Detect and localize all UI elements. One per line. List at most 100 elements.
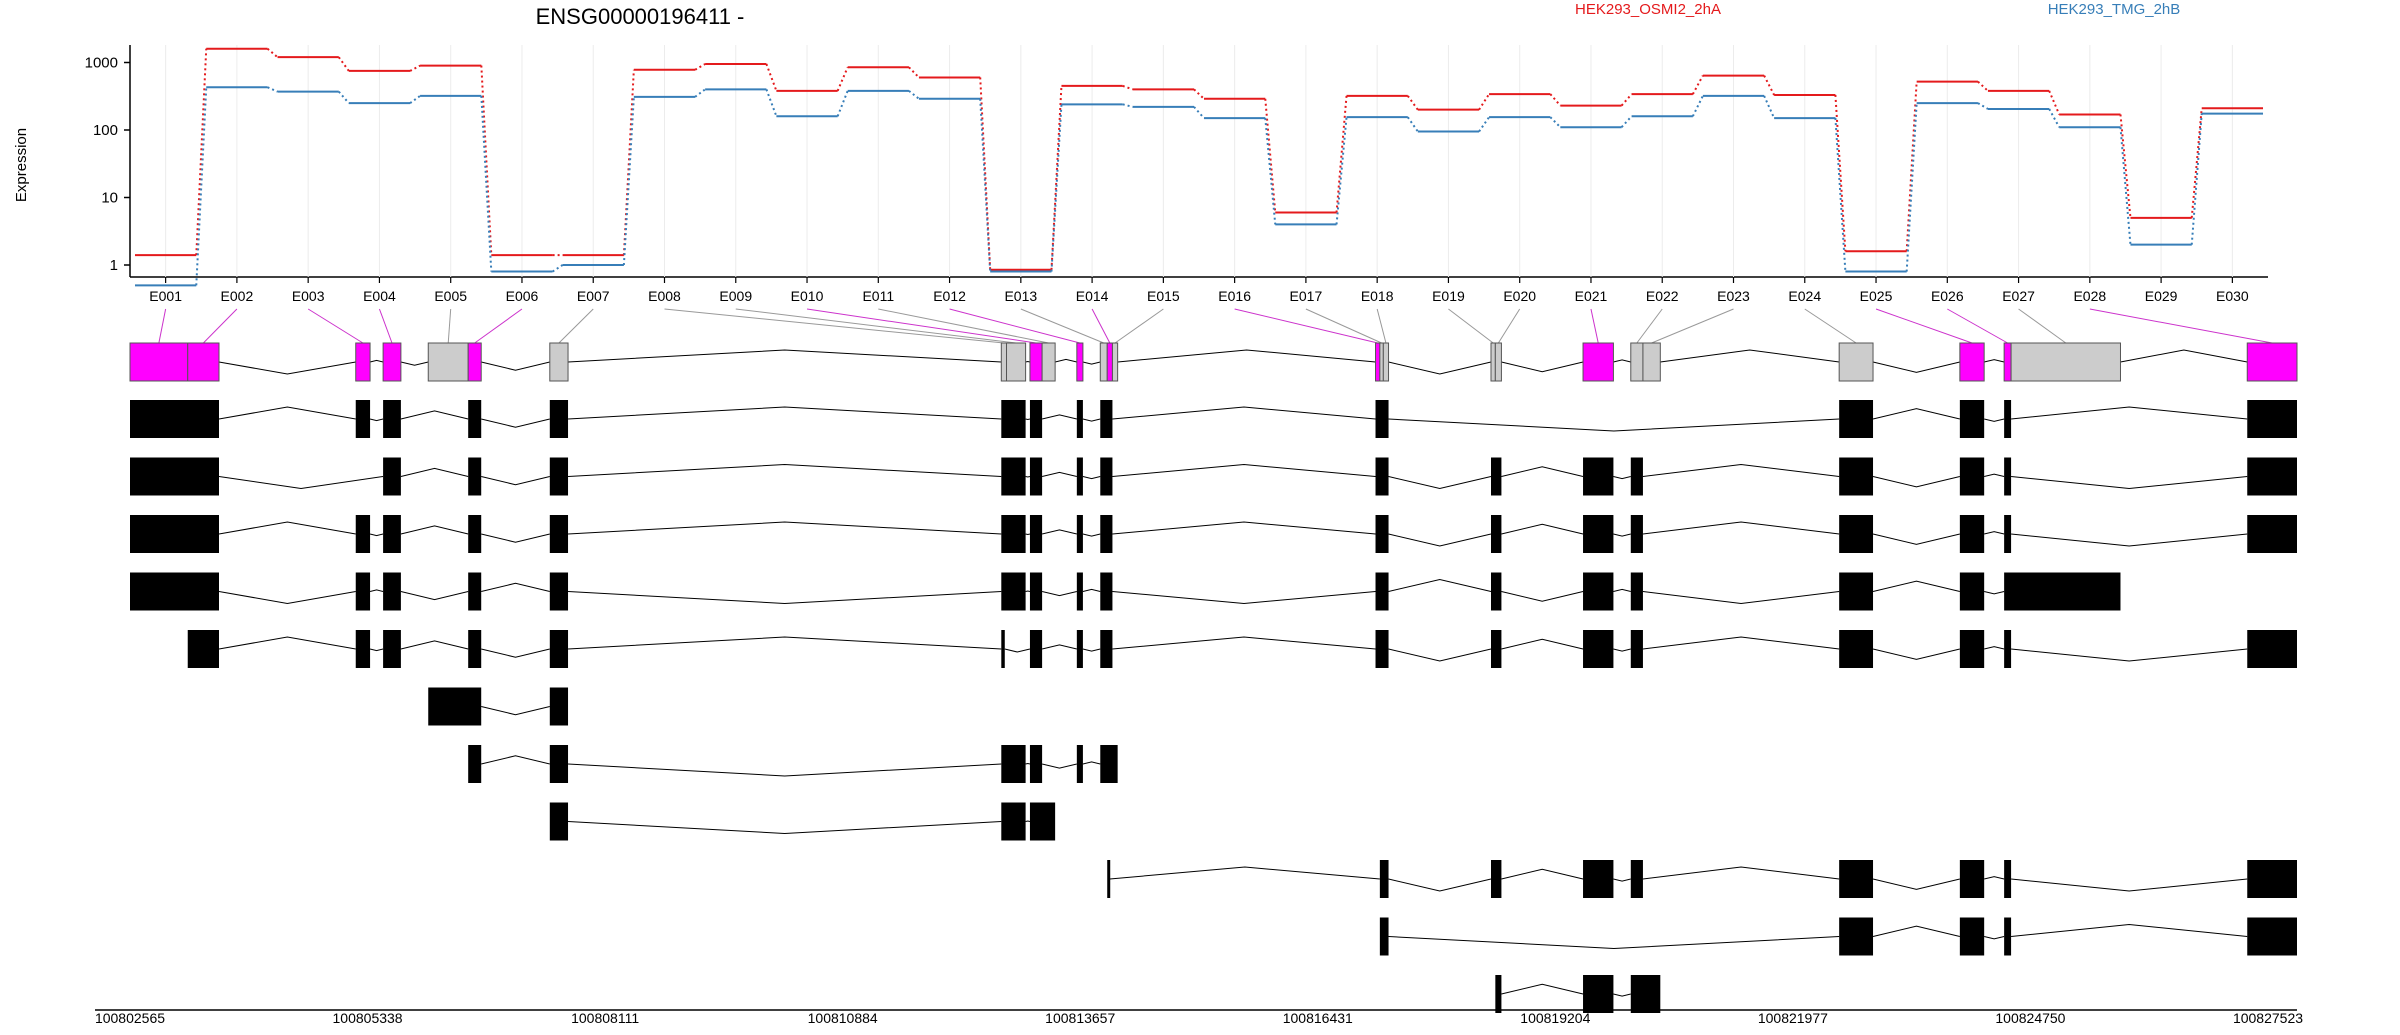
exon-tick-label: E007 — [577, 288, 610, 304]
transcript-intron — [1642, 521, 1840, 535]
transcript-intron — [1112, 406, 1376, 420]
transcript-intron — [1984, 646, 2005, 650]
transcript-exon — [1959, 917, 1985, 956]
series-0-transition — [1050, 85, 1063, 270]
series-0-transition — [1407, 95, 1419, 111]
gene-model-exon — [1959, 342, 1985, 382]
series-0-transition — [908, 66, 920, 79]
transcript-exon — [187, 630, 219, 668]
series-0-transition — [1478, 93, 1490, 111]
transcript-exon — [2247, 860, 2297, 898]
gene-model-exon — [1582, 342, 1614, 382]
transcript-exon — [1001, 515, 1026, 553]
transcript-intron — [1613, 533, 1631, 537]
genomic-tick-label: 100810884 — [808, 1010, 878, 1026]
transcript-intron — [1388, 476, 1492, 490]
series-1-transition — [1478, 116, 1490, 133]
series-0-transition — [1264, 98, 1277, 213]
exon-tick-label: E027 — [2002, 288, 2035, 304]
series-0-transition — [2119, 114, 2132, 218]
series-0-transition — [765, 63, 778, 92]
transcript-exon — [1107, 860, 1111, 898]
gene-model-exon — [1029, 342, 1043, 382]
gene-model-exon — [1006, 342, 1027, 382]
transcript-intron — [481, 476, 550, 486]
exon-tick-label: E005 — [434, 288, 467, 304]
exon-tick-label: E029 — [2145, 288, 2178, 304]
exon-tick-label: E012 — [933, 288, 966, 304]
transcript-exon — [468, 745, 482, 783]
exon-connector — [1448, 308, 1494, 344]
transcript-intron — [1388, 936, 1840, 950]
transcript-intron — [1613, 476, 1631, 480]
transcript-exon — [1583, 860, 1614, 898]
gene-model-exon — [467, 342, 482, 382]
exon-tick-label: E026 — [1931, 288, 1964, 304]
genomic-tick-label: 100816431 — [1283, 1010, 1353, 1026]
exon-tick-label: E003 — [292, 288, 325, 304]
gene-model-intron — [1872, 361, 1960, 373]
transcript-exon — [1583, 515, 1614, 553]
series-1-transition — [267, 86, 278, 93]
transcript-exon — [428, 687, 482, 726]
transcript-intron — [1872, 408, 1960, 420]
transcript-exon — [1001, 630, 1005, 668]
series-1-transition — [2190, 113, 2203, 245]
series-1-transition — [1122, 103, 1133, 108]
series-0-transition — [1122, 84, 1134, 91]
transcript-exon — [2004, 860, 2012, 898]
exon-connector — [158, 308, 167, 344]
exon-connector — [664, 308, 1004, 344]
gene-model-intron — [1117, 349, 1376, 363]
series-1-transition — [1763, 95, 1776, 119]
exon-tick-label: E024 — [1788, 288, 1821, 304]
transcript-exon — [2004, 630, 2012, 668]
exon-connector — [949, 308, 1081, 344]
transcript-exon — [1029, 572, 1043, 611]
series-1-transition — [338, 90, 350, 104]
transcript-intron — [1112, 463, 1376, 477]
genomic-tick-label: 100808111 — [571, 1010, 639, 1026]
transcript-exon — [1490, 515, 1502, 553]
transcript-intron — [1872, 476, 1960, 488]
transcript-exon — [1839, 572, 1874, 611]
transcript-exon — [1959, 457, 1985, 496]
transcript-intron — [568, 591, 1002, 605]
transcript-exon — [355, 630, 371, 668]
series-1-transition — [622, 96, 635, 266]
exon-tick-label: E008 — [648, 288, 681, 304]
transcript-intron — [2011, 406, 2248, 420]
series-1-transition — [1691, 95, 1704, 117]
exon-tick-label: E015 — [1147, 288, 1180, 304]
transcript-exon — [1839, 860, 1874, 898]
transcript-intron — [1025, 762, 1031, 765]
gene-model-intron — [481, 361, 550, 371]
transcript-exon — [1100, 457, 1113, 496]
transcript-exon — [2247, 515, 2297, 553]
transcript-intron — [1501, 591, 1584, 602]
transcript-exon — [1490, 630, 1502, 668]
exon-connector — [447, 308, 452, 344]
transcript-exon — [1001, 745, 1026, 783]
series-1-transition — [1264, 118, 1277, 225]
transcript-exon — [1839, 457, 1874, 496]
transcript-exon — [130, 515, 219, 553]
transcript-intron — [2011, 533, 2248, 547]
exon-connector — [1804, 308, 1857, 344]
transcript-exon — [1076, 745, 1083, 783]
transcript-intron — [2011, 648, 2248, 662]
series-1-transition — [2048, 108, 2061, 128]
transcript-intron — [218, 476, 384, 490]
transcript-intron — [1388, 533, 1492, 547]
transcript-exon — [1630, 630, 1643, 668]
series-0-transition — [2048, 90, 2061, 115]
transcript-exon — [383, 457, 401, 496]
series-0-transition — [1193, 88, 1205, 100]
transcript-exon — [468, 572, 482, 611]
transcript-exon — [1630, 572, 1643, 611]
transcript-intron — [1642, 636, 1840, 650]
transcript-intron — [481, 418, 550, 428]
exon-connector — [307, 308, 364, 344]
transcript-intron — [1041, 644, 1077, 650]
